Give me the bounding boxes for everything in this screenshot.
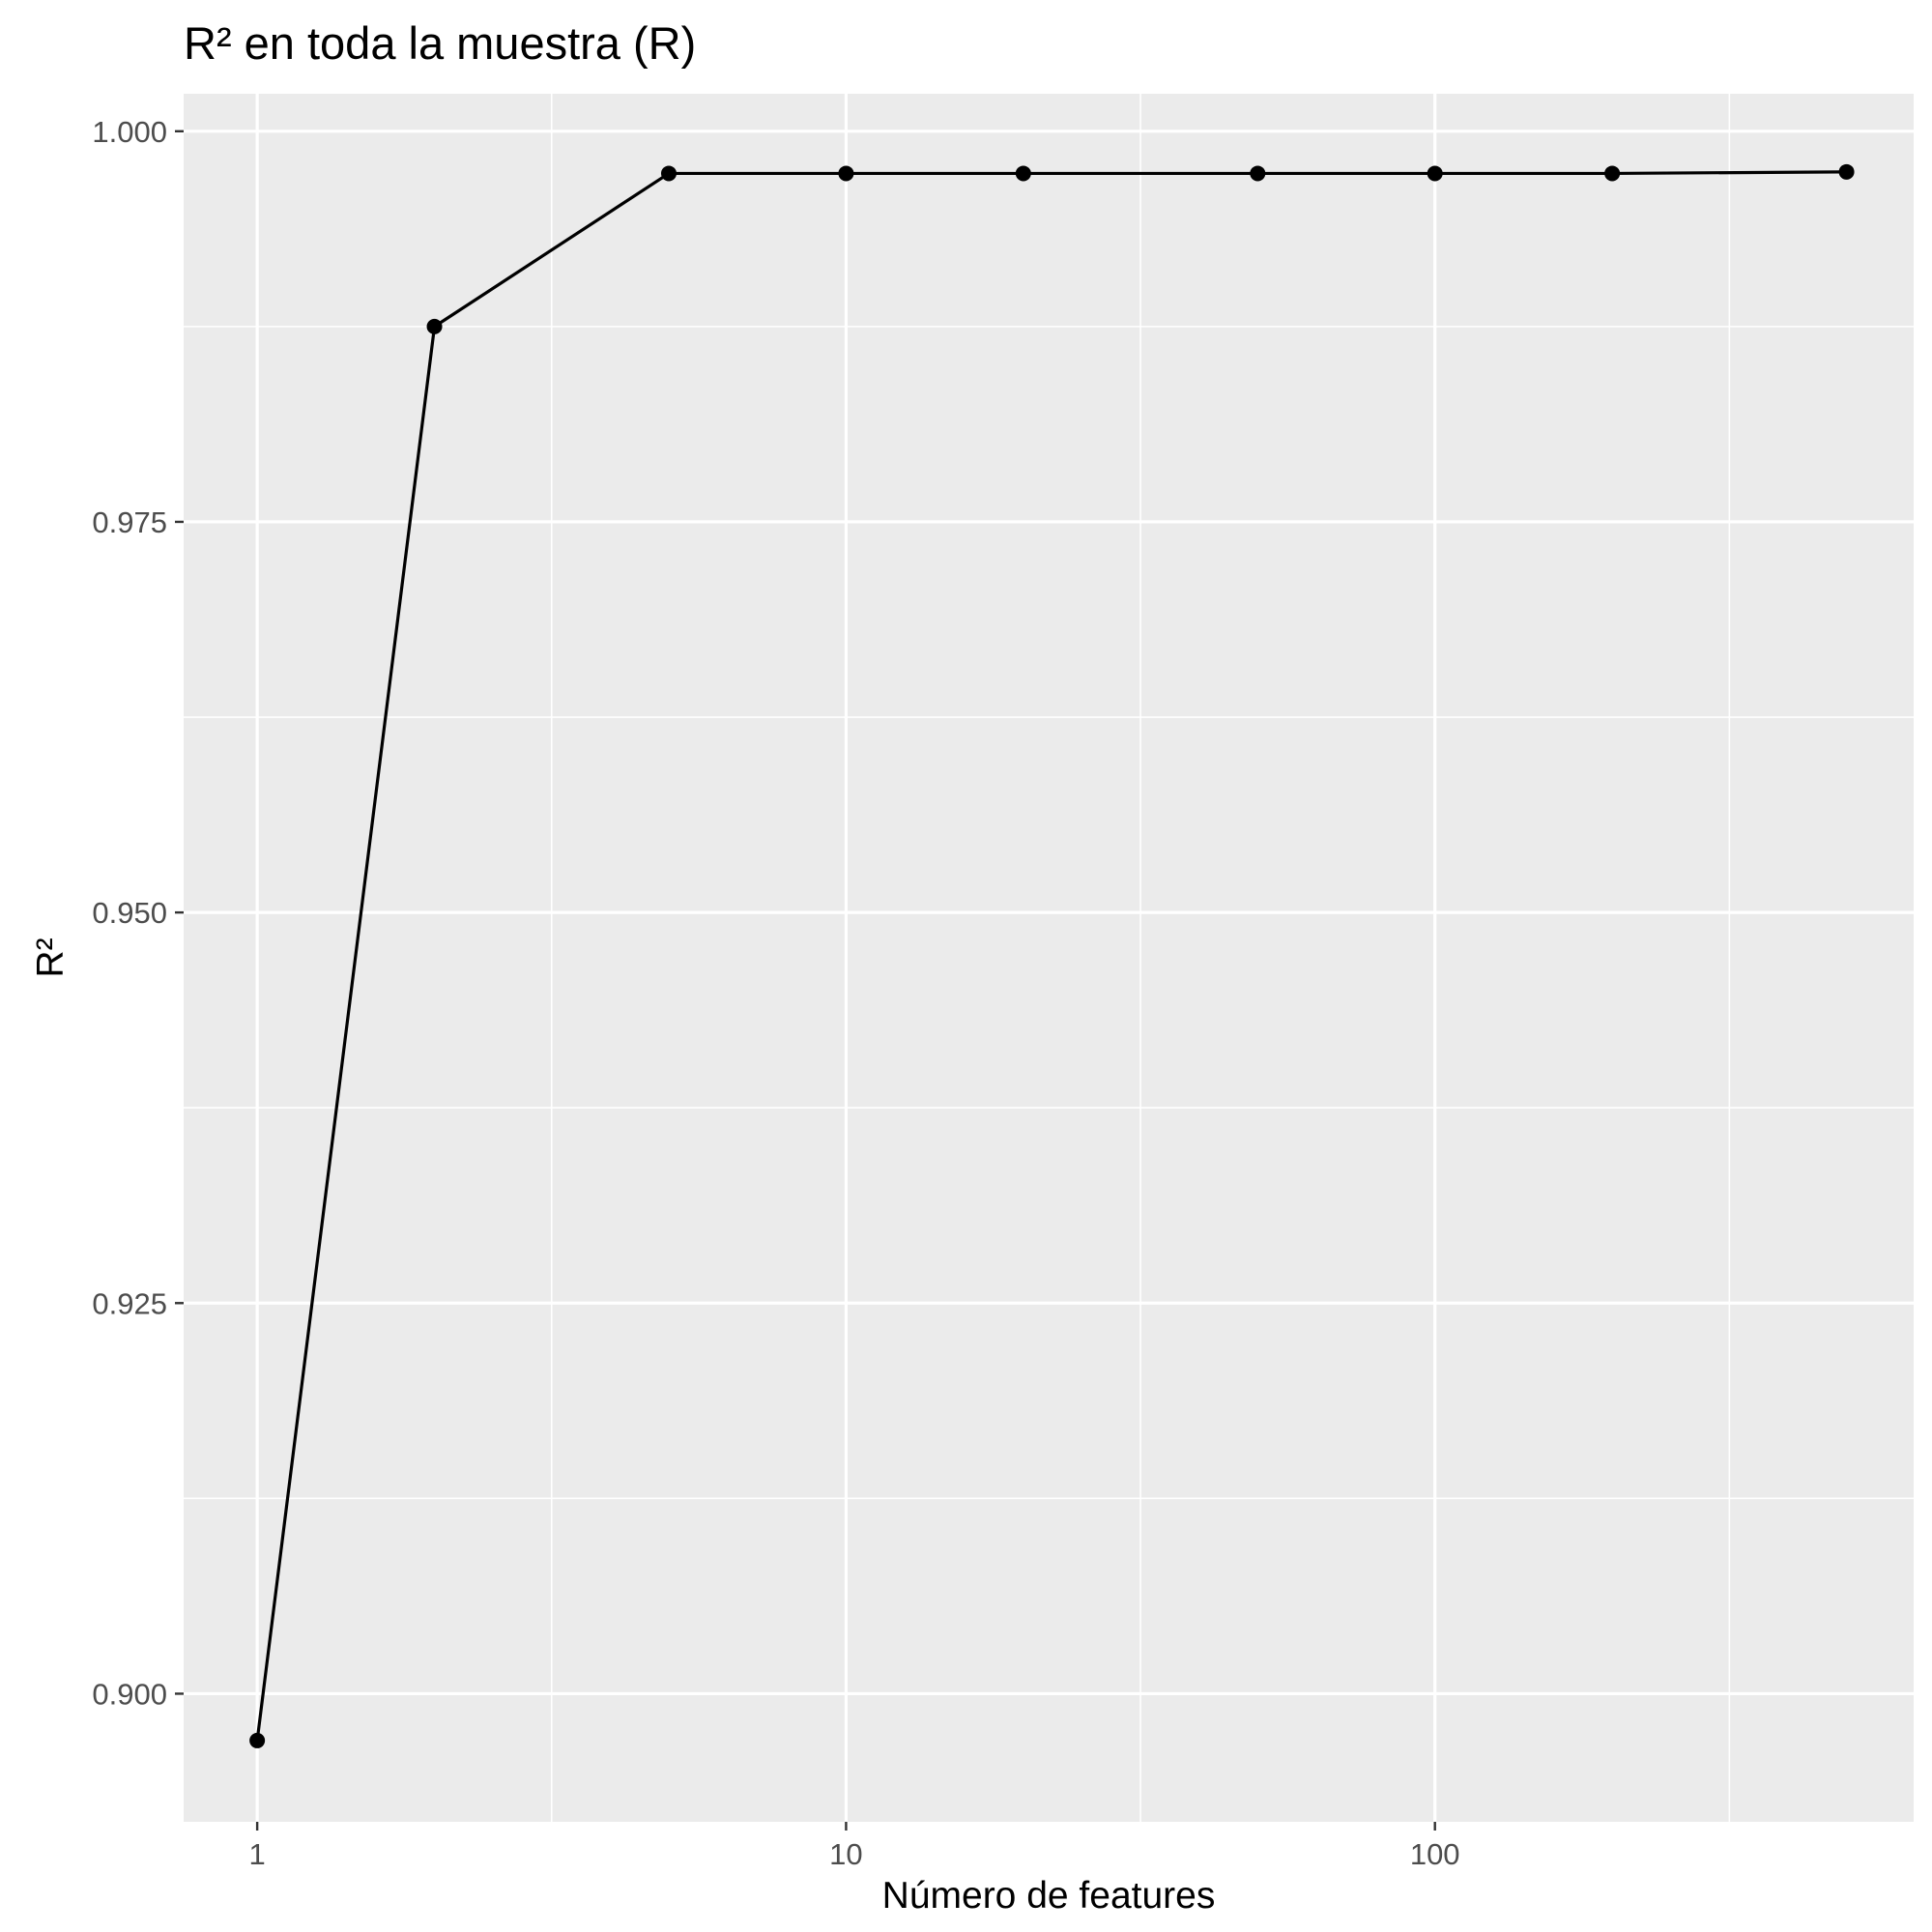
x-axis-title: Número de features xyxy=(882,1875,1216,1917)
x-tick-label: 10 xyxy=(829,1837,862,1871)
y-tick-label: 0.925 xyxy=(92,1286,167,1320)
data-point xyxy=(1838,163,1855,180)
data-point xyxy=(1427,165,1443,182)
y-tick-label: 0.900 xyxy=(92,1677,167,1711)
y-tick-label: 1.000 xyxy=(92,115,167,149)
series-layer xyxy=(249,163,1855,1748)
grid-minor xyxy=(184,94,1914,1822)
data-point xyxy=(426,318,443,334)
data-point xyxy=(249,1732,266,1748)
data-point xyxy=(660,165,677,182)
y-tick-label: 0.975 xyxy=(92,505,167,539)
data-point xyxy=(1250,165,1266,182)
axis-ticks: 1 10 100 0.900 0.925 0.950 0.975 1.000 xyxy=(92,115,1459,1871)
y-axis-title: R² xyxy=(29,937,71,977)
data-point xyxy=(1604,165,1621,182)
data-point xyxy=(1015,165,1031,182)
x-tick-label: 1 xyxy=(248,1837,265,1871)
plot-panel xyxy=(184,94,1914,1822)
y-tick-label: 0.950 xyxy=(92,896,167,930)
grid-major xyxy=(184,94,1914,1822)
data-point xyxy=(838,165,854,182)
x-tick-label: 100 xyxy=(1410,1837,1460,1871)
chart-title: R² en toda la muestra (R) xyxy=(184,17,696,69)
